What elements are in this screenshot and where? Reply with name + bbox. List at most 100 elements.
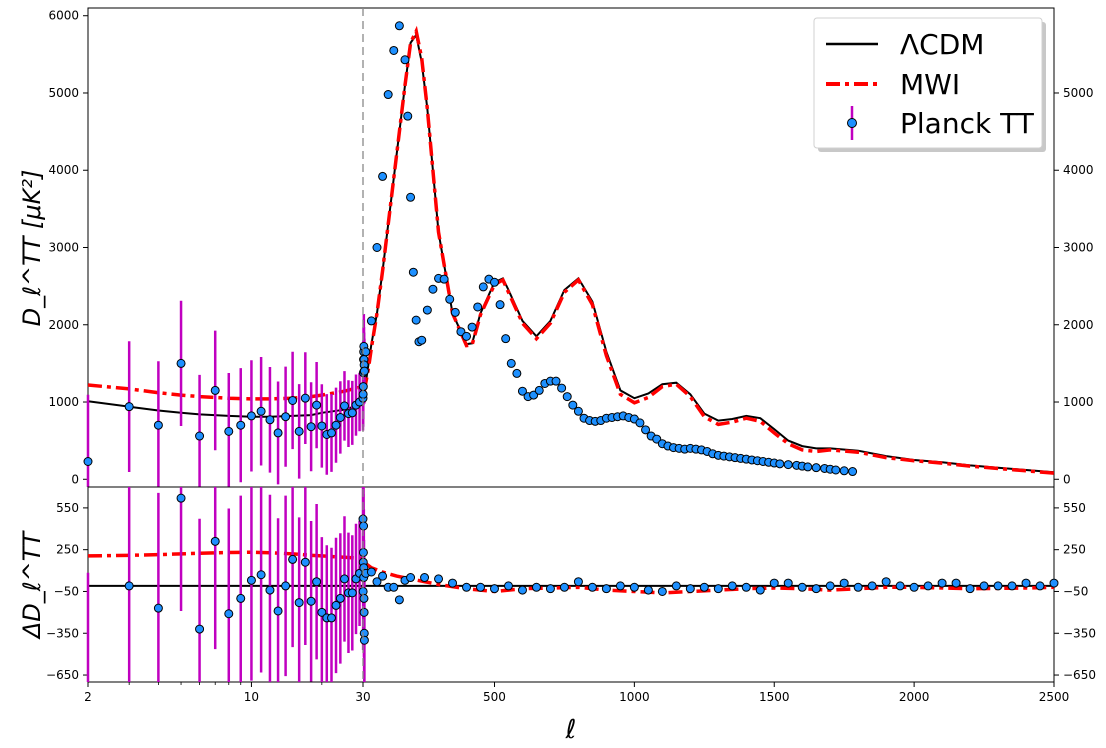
planck-data-point bbox=[359, 607, 369, 617]
planck-data-point bbox=[445, 294, 455, 304]
y-tick-label-left: 250 bbox=[56, 543, 79, 557]
planck-data-point bbox=[587, 582, 597, 592]
planck-data-point bbox=[439, 274, 449, 284]
planck-data-point bbox=[551, 376, 561, 386]
planck-data-point bbox=[273, 606, 283, 616]
planck-data-point bbox=[839, 578, 849, 588]
planck-data-point bbox=[478, 282, 488, 292]
planck-data-point bbox=[450, 307, 460, 317]
planck-data-point bbox=[517, 585, 527, 595]
y-tick-label-right: 3000 bbox=[1063, 241, 1094, 255]
planck-data-point bbox=[347, 588, 357, 598]
planck-data-point bbox=[378, 171, 388, 181]
y-tick-label-left: 0 bbox=[71, 472, 79, 486]
y-tick-label-right: 1000 bbox=[1063, 395, 1094, 409]
planck-data-point bbox=[534, 385, 544, 395]
planck-data-point bbox=[422, 305, 432, 315]
planck-data-point bbox=[937, 578, 947, 588]
planck-data-point bbox=[176, 493, 186, 503]
planck-data-point bbox=[400, 55, 410, 65]
planck-data-point bbox=[210, 385, 220, 395]
planck-data-point bbox=[124, 581, 134, 591]
residual-y-axis-label: ΔD_ℓ^TT bbox=[18, 530, 46, 641]
planck-data-point bbox=[331, 600, 341, 610]
planck-data-point bbox=[448, 578, 458, 588]
planck-data-point bbox=[153, 420, 163, 430]
planck-data-point bbox=[359, 593, 369, 603]
planck-data-point bbox=[335, 412, 345, 422]
planck-data-point bbox=[775, 459, 785, 469]
legend-planck-label: Planck TT bbox=[900, 107, 1035, 140]
y-tick-label-right: 4000 bbox=[1063, 163, 1094, 177]
planck-data-point bbox=[811, 463, 821, 473]
planck-data-point bbox=[306, 596, 316, 606]
y-tick-label-right: 5000 bbox=[1063, 86, 1094, 100]
planck-data-point bbox=[615, 581, 625, 591]
x-tick-label: 1000 bbox=[619, 690, 650, 704]
planck-data-point bbox=[641, 425, 651, 435]
planck-data-point bbox=[281, 412, 291, 422]
planck-data-point bbox=[312, 577, 322, 587]
x-tick-label: 2500 bbox=[1039, 690, 1070, 704]
x-axis-ticks: 2 10 30 500 1000 1500 2000 2500 bbox=[84, 682, 1069, 704]
planck-data-point bbox=[383, 90, 393, 100]
planck-data-point bbox=[195, 431, 205, 441]
planck-data-point bbox=[406, 573, 416, 583]
planck-data-point bbox=[288, 395, 298, 405]
planck-data-point bbox=[176, 358, 186, 368]
y-tick-label-right: 250 bbox=[1063, 543, 1086, 557]
planck-data-point bbox=[741, 582, 751, 592]
planck-data-point bbox=[361, 347, 371, 357]
y-tick-label-right: 550 bbox=[1063, 501, 1086, 515]
planck-data-point bbox=[246, 411, 256, 421]
planck-data-point bbox=[327, 613, 337, 623]
y-tick-label-left: −650 bbox=[46, 668, 79, 682]
planck-data-point bbox=[783, 460, 793, 470]
planck-data-point bbox=[420, 573, 430, 583]
planck-data-point bbox=[312, 400, 322, 410]
y-tick-label-left: 4000 bbox=[48, 163, 79, 177]
planck-data-point bbox=[236, 420, 246, 430]
legend-lcdm-label: ΛCDM bbox=[900, 28, 984, 61]
planck-data-point bbox=[568, 400, 578, 410]
planck-data-point bbox=[300, 557, 310, 567]
main-y-axis-label: D_ℓ^TT [μK²] bbox=[18, 170, 46, 327]
planck-data-point bbox=[803, 462, 813, 472]
planck-data-point bbox=[411, 315, 421, 325]
planck-data-point bbox=[531, 582, 541, 592]
planck-data-point bbox=[489, 277, 499, 287]
planck-data-point bbox=[246, 575, 256, 585]
y-tick-label-left: 6000 bbox=[48, 9, 79, 23]
planck-data-point bbox=[389, 45, 399, 55]
planck-data-point bbox=[294, 598, 304, 608]
planck-data-point bbox=[408, 267, 418, 277]
x-tick-label: 500 bbox=[483, 690, 506, 704]
planck-data-point bbox=[979, 581, 989, 591]
planck-data-point bbox=[153, 603, 163, 613]
planck-data-point bbox=[506, 358, 516, 368]
y-tick-label-left: −50 bbox=[54, 584, 79, 598]
x-axis-label: ℓ bbox=[565, 715, 577, 745]
residual-panel: 550 250 −50 −350 −650 550 250 −50 −350 −650 bbox=[46, 486, 1096, 683]
planck-data-point bbox=[317, 607, 327, 617]
planck-data-point bbox=[236, 593, 246, 603]
planck-data-point bbox=[895, 581, 905, 591]
residual-panel-frame bbox=[87, 486, 1055, 683]
planck-data-point bbox=[727, 581, 737, 591]
planck-data-point bbox=[406, 192, 416, 202]
x-tick-label: 10 bbox=[244, 690, 259, 704]
planck-data-point bbox=[489, 584, 499, 594]
planck-data-point bbox=[256, 406, 266, 416]
planck-data-point bbox=[671, 581, 681, 591]
planck-data-point bbox=[389, 582, 399, 592]
y-tick-label-left: 3000 bbox=[48, 241, 79, 255]
y-tick-label-right: 2000 bbox=[1063, 318, 1094, 332]
planck-data-point bbox=[195, 624, 205, 634]
planck-data-point bbox=[848, 467, 858, 477]
planck-data-point bbox=[503, 581, 513, 591]
planck-data-point bbox=[473, 302, 483, 312]
planck-data-point bbox=[685, 584, 695, 594]
planck-data-point bbox=[517, 386, 527, 396]
planck-data-point bbox=[853, 582, 863, 592]
planck-data-point bbox=[909, 582, 919, 592]
